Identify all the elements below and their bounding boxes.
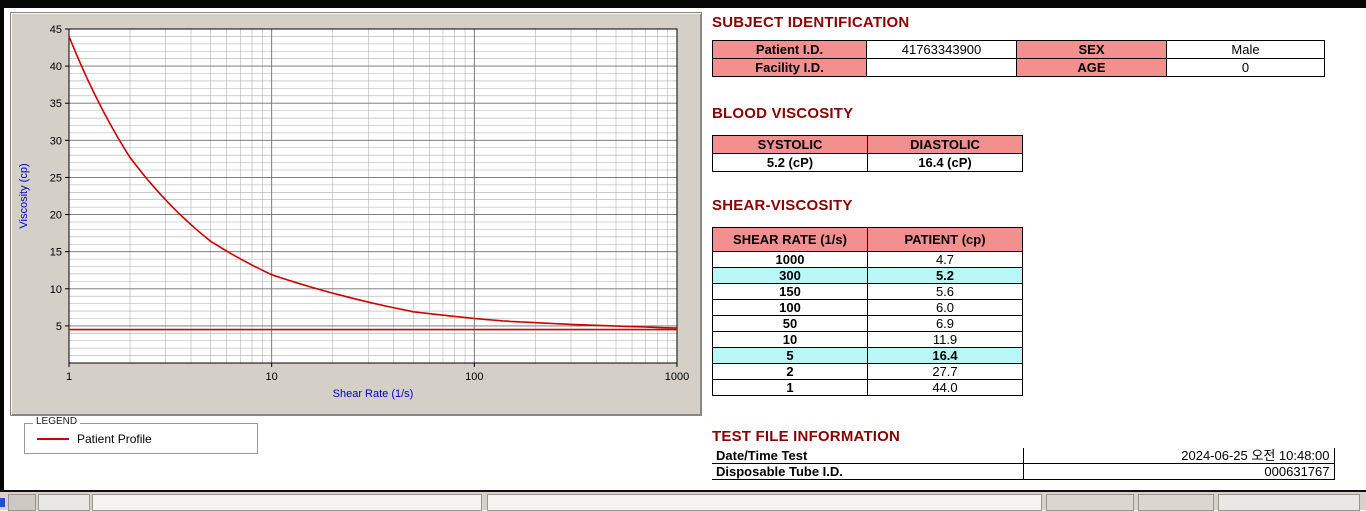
table-row: Date/Time Test 2024-06-25 오전 10:48:00: [712, 448, 1335, 464]
patient-viscosity-value: 6.9: [867, 315, 1023, 332]
legend-entry-patient-profile: Patient Profile: [77, 431, 152, 446]
shear-viscosity-table: SHEAR RATE (1/s) PATIENT (cp) 1000 4.7 30…: [712, 227, 1023, 396]
table-row: SYSTOLIC DIASTOLIC: [712, 135, 1023, 154]
diastolic-value: 16.4 (cP): [867, 153, 1023, 172]
patient-viscosity-value: 11.9: [867, 331, 1023, 348]
subject-identification-title: SUBJECT IDENTIFICATION: [712, 14, 910, 31]
svg-text:15: 15: [50, 247, 62, 259]
taskbar-strip: [0, 490, 1366, 511]
taskbar-button-fragment[interactable]: [1046, 494, 1134, 511]
taskbar-button-fragment[interactable]: [1138, 494, 1214, 511]
test-file-information-title: TEST FILE INFORMATION: [712, 428, 901, 445]
taskbar-button-fragment[interactable]: [1218, 494, 1360, 511]
shear-row: 300 5.2: [712, 267, 1023, 284]
shear-rate-value: 150: [712, 283, 868, 300]
legend-title: LEGEND: [33, 416, 81, 427]
test-file-information-table: Date/Time Test 2024-06-25 오전 10:48:00 Di…: [712, 448, 1335, 480]
patient-profile-line-sample: [37, 437, 69, 440]
sex-value: Male: [1166, 40, 1325, 59]
shear-rate-value: 300: [712, 267, 868, 284]
diastolic-header: DIASTOLIC: [867, 135, 1023, 154]
svg-text:45: 45: [50, 24, 62, 36]
blood-viscosity-title: BLOOD VISCOSITY: [712, 105, 854, 122]
patient-viscosity-value: 4.7: [867, 251, 1023, 268]
age-value: 0: [1166, 58, 1325, 77]
svg-text:1000: 1000: [665, 371, 689, 383]
patient-id-value: 41763343900: [866, 40, 1017, 59]
table-row: Patient I.D. 41763343900 SEX Male: [712, 40, 1325, 59]
sex-label: SEX: [1016, 40, 1167, 59]
shear-row: 50 6.9: [712, 315, 1023, 332]
svg-text:30: 30: [50, 135, 62, 147]
patient-viscosity-value: 44.0: [867, 379, 1023, 396]
systolic-header: SYSTOLIC: [712, 135, 868, 154]
disposable-tube-id-value: 000631767: [1022, 463, 1335, 480]
svg-text:10: 10: [266, 371, 278, 383]
chart-legend: LEGEND Patient Profile: [24, 416, 258, 454]
date-time-test-value: 2024-06-25 오전 10:48:00: [1022, 448, 1335, 464]
svg-text:100: 100: [465, 371, 483, 383]
shear-viscosity-chart-panel: 5 10 15 20 25 30 35 40 45 1 10 100 1000 Shear Rate (1…: [10, 12, 702, 416]
shear-viscosity-chart: 5 10 15 20 25 30 35 40 45 1 10 100 1000 Shear Rate (1…: [13, 17, 697, 416]
svg-text:Viscosity (cp): Viscosity (cp): [18, 163, 30, 228]
shear-rate-value: 50: [712, 315, 868, 332]
table-row: 5.2 (cP) 16.4 (cP): [712, 153, 1023, 172]
patient-id-label: Patient I.D.: [712, 40, 867, 59]
left-window-edge: [0, 0, 4, 490]
table-row: Facility I.D. AGE 0: [712, 58, 1325, 77]
shear-row: 100 6.0: [712, 299, 1023, 316]
svg-text:5: 5: [56, 321, 62, 333]
shear-rate-value: 2: [712, 363, 868, 380]
shear-rate-value: 1000: [712, 251, 868, 268]
blood-viscosity-table: SYSTOLIC DIASTOLIC 5.2 (cP) 16.4 (cP): [712, 135, 1023, 172]
svg-text:25: 25: [50, 172, 62, 184]
taskbar-button-fragment[interactable]: [38, 494, 90, 511]
systolic-value: 5.2 (cP): [712, 153, 868, 172]
taskbar-button-fragment[interactable]: [8, 494, 36, 511]
shear-rate-value: 5: [712, 347, 868, 364]
date-time-test-label: Date/Time Test: [712, 448, 1023, 464]
disposable-tube-id-label: Disposable Tube I.D.: [712, 463, 1023, 480]
shear-row: 10 11.9: [712, 331, 1023, 348]
shear-viscosity-title: SHEAR-VISCOSITY: [712, 197, 853, 214]
taskbar-button-fragment[interactable]: [92, 494, 482, 511]
shear-rate-header: SHEAR RATE (1/s): [712, 227, 868, 252]
patient-viscosity-value: 27.7: [867, 363, 1023, 380]
shear-row: 150 5.6: [712, 283, 1023, 300]
shear-rate-value: 1: [712, 379, 868, 396]
age-label: AGE: [1016, 58, 1167, 77]
shear-rate-value: 100: [712, 299, 868, 316]
patient-cp-header: PATIENT (cp): [867, 227, 1023, 252]
svg-text:20: 20: [50, 210, 62, 222]
shear-row: 1000 4.7: [712, 251, 1023, 268]
patient-viscosity-value: 5.6: [867, 283, 1023, 300]
patient-viscosity-value: 16.4: [867, 347, 1023, 364]
shear-rate-value: 10: [712, 331, 868, 348]
table-row: Disposable Tube I.D. 000631767: [712, 463, 1335, 480]
svg-text:35: 35: [50, 98, 62, 110]
svg-text:10: 10: [50, 284, 62, 296]
svg-text:40: 40: [50, 61, 62, 73]
corner-accent: [0, 498, 5, 507]
subject-identification-table: Patient I.D. 41763343900 SEX Male Facili…: [712, 40, 1325, 77]
taskbar-button-fragment[interactable]: [487, 494, 1042, 511]
top-window-edge: [0, 0, 1366, 8]
facility-id-label: Facility I.D.: [712, 58, 867, 77]
patient-viscosity-value: 5.2: [867, 267, 1023, 284]
table-row: SHEAR RATE (1/s) PATIENT (cp): [712, 227, 1023, 252]
shear-row: 5 16.4: [712, 347, 1023, 364]
facility-id-value: [866, 58, 1017, 77]
shear-row: 2 27.7: [712, 363, 1023, 380]
svg-text:Shear Rate (1/s): Shear Rate (1/s): [333, 388, 414, 400]
shear-row: 1 44.0: [712, 379, 1023, 396]
svg-text:1: 1: [66, 371, 72, 383]
patient-viscosity-value: 6.0: [867, 299, 1023, 316]
